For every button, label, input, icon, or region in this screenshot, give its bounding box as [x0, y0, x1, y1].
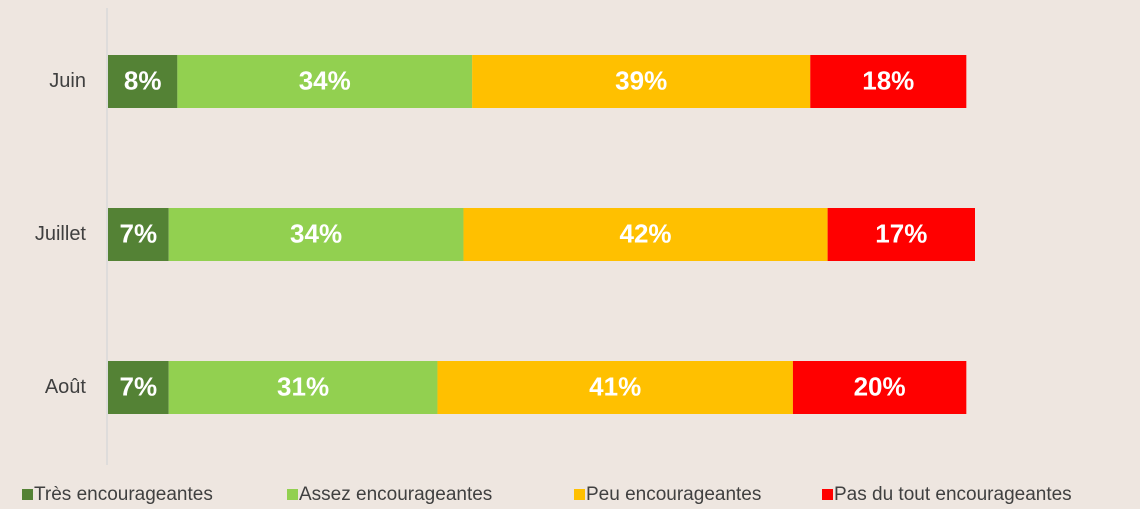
- legend-swatch: [22, 489, 33, 500]
- bar-segment: [108, 55, 178, 108]
- data-label: 7%: [120, 218, 158, 248]
- legend-swatch: [287, 489, 298, 500]
- bar-segment: [168, 361, 438, 414]
- data-label: 34%: [299, 65, 351, 95]
- bar-segment: [792, 361, 967, 414]
- data-label: 39%: [615, 65, 667, 95]
- bar-segment: [472, 55, 811, 108]
- data-label: 18%: [862, 65, 914, 95]
- bar-segment: [463, 208, 828, 261]
- bar-segment: [108, 361, 169, 414]
- bar-segment: [177, 55, 473, 108]
- legend-swatch: [822, 489, 833, 500]
- data-label: 42%: [620, 218, 672, 248]
- data-label: 41%: [589, 371, 641, 401]
- bar-segment: [108, 208, 169, 261]
- legend-swatch: [574, 489, 585, 500]
- bar-segment: [168, 208, 464, 261]
- y-tick-label: Juillet: [35, 223, 87, 245]
- data-label: 31%: [277, 371, 329, 401]
- bar-segment: [437, 361, 793, 414]
- legend-label: Assez encourageantes: [299, 484, 492, 505]
- legend-label: Peu encourageantes: [586, 484, 761, 505]
- legend-label: Très encourageantes: [34, 484, 213, 505]
- data-label: 20%: [854, 371, 906, 401]
- y-tick-label: Août: [45, 376, 87, 398]
- legend-label: Pas du tout encourageantes: [834, 484, 1072, 505]
- bar-segment: [810, 55, 967, 108]
- data-label: 7%: [120, 371, 158, 401]
- bar-segment: [827, 208, 975, 261]
- data-label: 17%: [875, 218, 927, 248]
- data-label: 8%: [124, 65, 162, 95]
- y-tick-label: Juin: [49, 70, 86, 92]
- data-label: 34%: [290, 218, 342, 248]
